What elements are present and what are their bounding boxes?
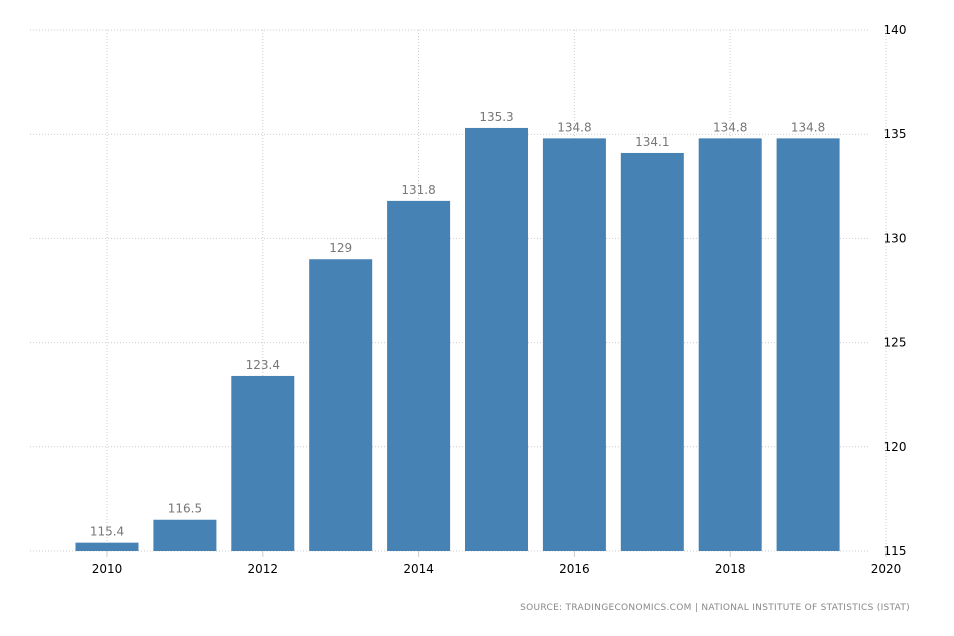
bar-2015 [465,127,528,551]
bar-2018 [698,138,762,552]
source-note: SOURCE: TRADINGECONOMICS.COM | NATIONAL … [520,603,910,613]
y-tick-label: 140 [884,23,907,37]
x-tick-label: 2014 [403,562,434,576]
bar-2010 [75,542,139,551]
bar-2012 [231,375,295,551]
data-label: 115.4 [90,525,124,539]
data-label: 131.8 [401,183,435,197]
data-label: 134.1 [635,135,669,149]
x-tick-label: 2010 [92,562,123,576]
y-tick-label: 125 [884,336,907,350]
y-tick-label: 120 [884,440,907,454]
data-label: 135.3 [479,110,513,124]
data-label: 134.8 [713,120,747,134]
y-tick-label: 115 [884,544,907,558]
data-label: 129 [329,241,352,255]
y-tick-label: 130 [884,231,907,245]
x-tick-label: 2020 [871,562,902,576]
bar-2017 [620,152,684,551]
bar-2011 [153,519,217,551]
data-label: 116.5 [168,502,202,516]
x-tick-label: 2018 [715,562,746,576]
x-tick-label: 2012 [248,562,279,576]
data-label: 123.4 [246,358,280,372]
bar-2016 [542,138,606,552]
bar-2019 [776,138,840,552]
x-tick-label: 2016 [559,562,590,576]
bar-2013 [309,259,373,551]
y-tick-label: 135 [884,127,907,141]
data-label: 134.8 [557,120,591,134]
data-label: 134.8 [791,120,825,134]
bar-2014 [387,200,451,551]
